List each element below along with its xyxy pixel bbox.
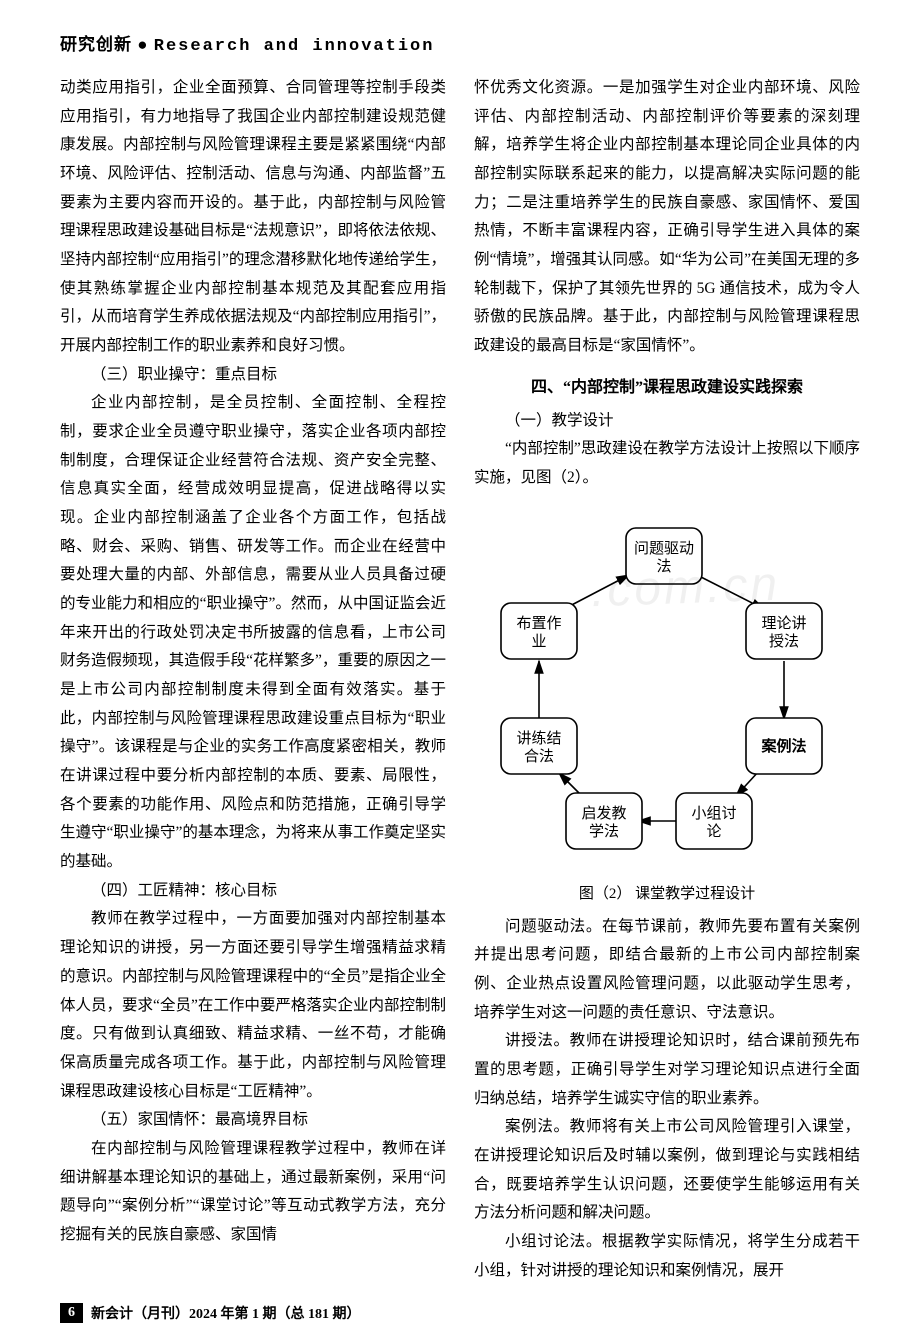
cycle-svg: 问题驱动法理论讲授法案例法小组讨论启发教学法讲练结合法布置作业	[474, 501, 854, 871]
svg-text:讲练结: 讲练结	[516, 730, 561, 747]
right-para-5: 案例法。教师将有关上市公司风险管理引入课堂，在讲授理论知识后及时辅以案例，做到理…	[474, 1113, 860, 1228]
svg-text:业: 业	[531, 633, 546, 650]
svg-text:法: 法	[656, 558, 671, 575]
svg-text:问题驱动: 问题驱动	[634, 540, 694, 557]
svg-text:理论讲: 理论讲	[761, 615, 806, 632]
footer-text: 新会计（月刊）2024 年第 1 期（总 181 期）	[91, 1303, 361, 1323]
left-para-3: 教师在教学过程中，一方面要加强对内部控制基本理论知识的讲授，另一方面还要引导学生…	[60, 905, 446, 1106]
header-dot: ●	[137, 35, 148, 54]
cycle-diagram: 问题驱动法理论讲授法案例法小组讨论启发教学法讲练结合法布置作业	[474, 501, 860, 876]
page: 研究创新 ● Research and innovation .com.cn 动…	[0, 0, 920, 1343]
diagram-node-n7: 布置作业	[501, 603, 577, 659]
diagram-node-n5: 启发教学法	[566, 793, 642, 849]
right-subhead-1: （一）教学设计	[474, 407, 860, 436]
right-para-6: 小组讨论法。根据教学实际情况，将学生分成若干小组，针对讲授的理论知识和案例情况，…	[474, 1228, 860, 1285]
svg-text:启发教: 启发教	[581, 805, 626, 822]
page-number: 6	[60, 1303, 83, 1323]
section-4-title: 四、“内部控制”课程思政建设实践探索	[474, 373, 860, 397]
left-subhead-3: （三）职业操守：重点目标	[60, 361, 446, 390]
svg-text:学法: 学法	[589, 823, 619, 840]
right-para-2: “内部控制”思政建设在教学方法设计上按照以下顺序实施，见图（2）。	[474, 435, 860, 492]
right-para-3: 问题驱动法。在每节课前，教师先要布置有关案例并提出思考问题，即结合最新的上市公司…	[474, 913, 860, 1028]
header-en: Research and innovation	[154, 37, 435, 56]
left-para-1: 动类应用指引，企业全面预算、合同管理等控制手段类应用指引，有力地指导了我国企业内…	[60, 74, 446, 361]
two-column-layout: 动类应用指引，企业全面预算、合同管理等控制手段类应用指引，有力地指导了我国企业内…	[60, 74, 860, 1285]
right-column: 怀优秀文化资源。一是加强学生对企业内部环境、风险评估、内部控制活动、内部控制评价…	[474, 74, 860, 1285]
page-footer: 6 新会计（月刊）2024 年第 1 期（总 181 期）	[60, 1303, 860, 1323]
svg-text:论: 论	[706, 823, 721, 840]
svg-text:小组讨: 小组讨	[691, 805, 736, 822]
svg-text:合法: 合法	[524, 748, 554, 765]
left-subhead-5: （五）家国情怀：最高境界目标	[60, 1106, 446, 1135]
diagram-node-n6: 讲练结合法	[501, 718, 577, 774]
diagram-edge	[564, 575, 629, 609]
right-para-1: 怀优秀文化资源。一是加强学生对企业内部环境、风险评估、内部控制活动、内部控制评价…	[474, 74, 860, 361]
left-subhead-4: （四）工匠精神：核心目标	[60, 877, 446, 906]
left-para-2: 企业内部控制，是全员控制、全面控制、全程控制，要求企业全员遵守职业操守，落实企业…	[60, 389, 446, 876]
diagram-node-n4: 小组讨论	[676, 793, 752, 849]
header-cn: 研究创新	[60, 35, 132, 54]
diagram-node-n1: 问题驱动法	[626, 528, 702, 584]
svg-text:布置作: 布置作	[516, 615, 561, 632]
diagram-caption: 图（2） 课堂教学过程设计	[474, 882, 860, 903]
left-column: 动类应用指引，企业全面预算、合同管理等控制手段类应用指引，有力地指导了我国企业内…	[60, 74, 446, 1285]
svg-text:案例法: 案例法	[760, 737, 806, 755]
svg-text:授法: 授法	[769, 633, 799, 650]
left-para-4: 在内部控制与风险管理课程教学过程中，教师在详细讲解基本理论知识的基础上，通过最新…	[60, 1135, 446, 1250]
right-para-4: 讲授法。教师在讲授理论知识时，结合课前预先布置的思考题，正确引导学生对学习理论知…	[474, 1027, 860, 1113]
diagram-node-n3: 案例法	[746, 718, 822, 774]
diagram-node-n2: 理论讲授法	[746, 603, 822, 659]
page-header: 研究创新 ● Research and innovation	[60, 30, 860, 56]
